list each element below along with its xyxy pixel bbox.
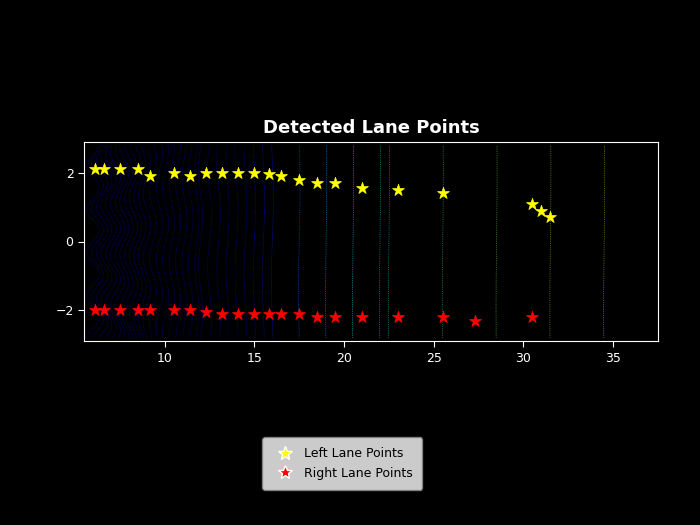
Point xyxy=(114,165,125,173)
Point xyxy=(184,172,195,181)
Point xyxy=(263,170,274,178)
Point xyxy=(437,313,448,321)
Point xyxy=(132,165,144,173)
Point xyxy=(330,313,341,321)
Point xyxy=(216,310,228,318)
Point xyxy=(168,169,179,177)
Point xyxy=(392,313,403,321)
Point xyxy=(527,200,538,208)
Point xyxy=(98,165,109,173)
Legend: Left Lane Points, Right Lane Points: Left Lane Points, Right Lane Points xyxy=(262,437,423,489)
Point xyxy=(392,186,403,194)
Point xyxy=(98,306,109,314)
Point xyxy=(145,172,156,181)
Point xyxy=(216,169,228,177)
Point xyxy=(294,310,305,318)
Point xyxy=(330,179,341,187)
Point xyxy=(248,169,260,177)
Point xyxy=(356,184,368,192)
Point xyxy=(437,189,448,197)
Point xyxy=(312,313,323,321)
Point xyxy=(132,306,144,314)
Point xyxy=(184,306,195,314)
Point xyxy=(89,165,100,173)
Point xyxy=(536,206,547,215)
Point xyxy=(89,306,100,314)
Point xyxy=(527,313,538,321)
Point xyxy=(145,306,156,314)
Point xyxy=(276,310,287,318)
Point xyxy=(200,169,211,177)
Point xyxy=(276,172,287,181)
Point xyxy=(248,310,260,318)
Point xyxy=(545,213,556,222)
Point xyxy=(232,310,244,318)
Point xyxy=(294,175,305,184)
Point xyxy=(114,306,125,314)
Point xyxy=(263,310,274,318)
Point xyxy=(356,313,368,321)
Point xyxy=(168,306,179,314)
Point xyxy=(200,308,211,316)
Title: Detected Lane Points: Detected Lane Points xyxy=(262,119,480,138)
Point xyxy=(470,317,481,325)
Point xyxy=(232,169,244,177)
Point xyxy=(312,179,323,187)
